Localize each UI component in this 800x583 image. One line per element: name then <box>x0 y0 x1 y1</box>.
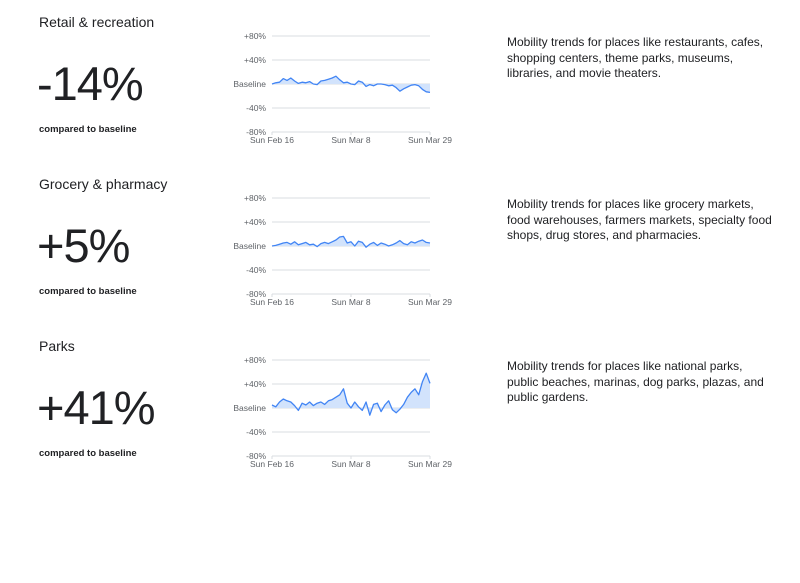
y-tick-label: +80% <box>244 193 266 203</box>
parks-chart: +80% +40% Baseline -40% -80%Sun Feb 16 Sun Ma… <box>233 355 452 469</box>
series-line <box>271 372 431 416</box>
y-tick-label: +80% <box>244 31 266 41</box>
category-title: Retail & recreation <box>39 14 155 30</box>
retail-recreation-section: Retail & recreation -14% compared to bas… <box>0 0 800 162</box>
x-tick-label: Sun Feb 16 <box>250 297 294 307</box>
category-description: Mobility trends for places like restaura… <box>507 35 764 80</box>
category-title: Parks <box>39 338 75 354</box>
x-tick-label: Sun Mar 29 <box>408 297 452 307</box>
parks-section: Parks +41% compared to baseline +80% +40%… <box>0 324 800 486</box>
percent-change-value: +5% <box>37 219 130 272</box>
series-area <box>272 76 430 93</box>
y-tick-label: Baseline <box>233 403 266 413</box>
x-tick-label: Sun Mar 8 <box>331 135 370 145</box>
y-tick-label: +80% <box>244 355 266 365</box>
y-tick-label: -40% <box>246 265 266 275</box>
y-tick-label: Baseline <box>233 79 266 89</box>
compared-label: compared to baseline <box>39 286 137 297</box>
compared-label: compared to baseline <box>39 124 137 135</box>
x-tick-label: Sun Mar 29 <box>408 459 452 469</box>
retail-recreation-chart: +80% +40% Baseline -40% -80%Sun Feb 16 Sun Ma… <box>233 31 452 145</box>
x-tick-label: Sun Feb 16 <box>250 459 294 469</box>
y-tick-label: -40% <box>246 103 266 113</box>
percent-change-value: +41% <box>37 381 156 434</box>
grocery-pharmacy-section: Grocery & pharmacy +5% compared to basel… <box>0 162 800 324</box>
series-line <box>271 75 431 94</box>
y-tick-label: +40% <box>244 217 266 227</box>
y-tick-label: -80% <box>246 127 266 137</box>
category-description: Mobility trends for places like grocery … <box>507 197 772 242</box>
y-tick-label: Baseline <box>233 241 266 251</box>
y-tick-label: -40% <box>246 427 266 437</box>
category-title: Grocery & pharmacy <box>39 176 168 192</box>
x-tick-label: Sun Mar 8 <box>331 459 370 469</box>
y-tick-label: -80% <box>246 289 266 299</box>
x-tick-label: Sun Mar 29 <box>408 135 452 145</box>
series-area <box>272 373 430 416</box>
percent-change-value: -14% <box>37 57 144 110</box>
x-tick-label: Sun Mar 8 <box>331 297 370 307</box>
grocery-pharmacy-chart: +80% +40% Baseline -40% -80%Sun Feb 16 Sun Ma… <box>233 193 452 307</box>
x-tick-label: Sun Feb 16 <box>250 135 294 145</box>
series-line <box>271 235 431 248</box>
category-description: Mobility trends for places like national… <box>507 359 764 404</box>
compared-label: compared to baseline <box>39 448 137 459</box>
y-tick-label: +40% <box>244 55 266 65</box>
y-tick-label: +40% <box>244 379 266 389</box>
y-tick-label: -80% <box>246 451 266 461</box>
